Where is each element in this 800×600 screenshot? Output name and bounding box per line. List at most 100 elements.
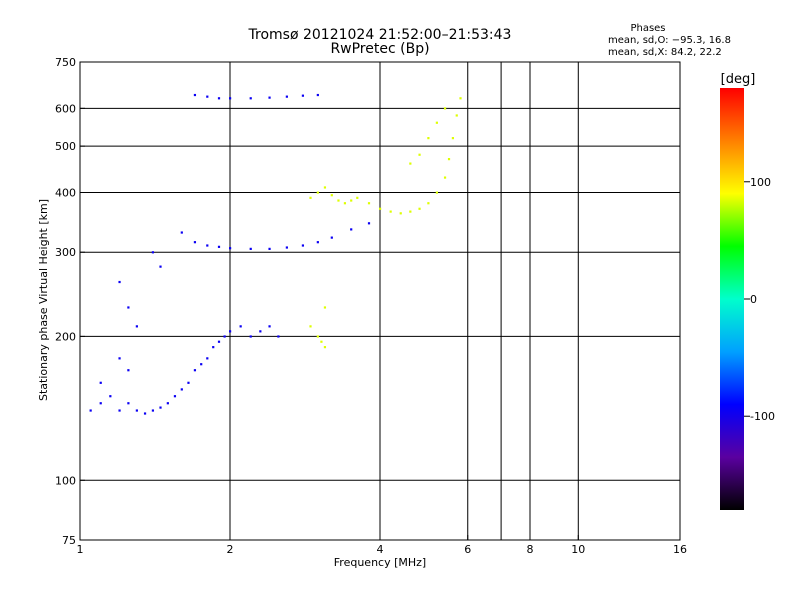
o-mode-point xyxy=(229,247,232,250)
colorbar: [deg] 100 0 -100 xyxy=(720,72,775,510)
o-mode-point xyxy=(135,409,138,412)
x-mode-point xyxy=(418,207,421,210)
x-mode-point xyxy=(418,153,421,156)
o-mode-point xyxy=(200,363,203,366)
x-mode-point xyxy=(343,202,347,205)
o-mode-point xyxy=(151,409,155,412)
o-mode-point xyxy=(268,325,271,328)
x-mode-point xyxy=(389,210,392,213)
x-mode-point xyxy=(451,137,455,140)
o-mode-point xyxy=(187,381,190,384)
o-mode-point xyxy=(212,346,215,349)
o-mode-point xyxy=(173,395,177,398)
x-mode-point xyxy=(399,212,402,215)
o-mode-point xyxy=(151,251,155,254)
y-tick-label: 200 xyxy=(55,330,76,343)
x-mode-point xyxy=(427,202,430,205)
o-mode-point xyxy=(193,369,197,372)
y-axis-label: Stationary phase Virtual Height [km] xyxy=(37,199,50,401)
x-mode-point xyxy=(447,158,451,161)
o-mode-point xyxy=(193,93,197,97)
o-mode-point xyxy=(316,241,319,244)
o-mode-point xyxy=(135,325,138,328)
phase-stats-title: Phases xyxy=(630,23,665,34)
y-tick-label: 100 xyxy=(55,474,76,487)
x-tick-labels: 1 2 4 6 8 10 16 xyxy=(77,535,687,556)
x-mode-point xyxy=(323,186,327,189)
chart-title: Tromsø 20121024 21:52:00–21:53:43 xyxy=(248,27,512,43)
o-mode-point xyxy=(118,280,121,284)
x-tick-label: 1 xyxy=(77,543,84,556)
x-mode-point xyxy=(435,121,438,124)
o-mode-point xyxy=(249,97,252,100)
x-tick-label: 8 xyxy=(527,543,534,556)
o-mode-point xyxy=(217,340,221,343)
o-mode-point xyxy=(229,97,232,100)
o-mode-point xyxy=(249,335,252,338)
chart-subtitle: RwPretec (Bp) xyxy=(330,41,429,57)
phase-stats-x: mean, sd,X: 84.2, 22.2 xyxy=(608,47,722,58)
o-mode-point xyxy=(330,236,333,239)
vertical-gridlines xyxy=(229,62,579,540)
y-tick-labels: 75 100 200 300 400 500 600 750 xyxy=(55,56,85,547)
x-tick-label: 2 xyxy=(227,543,234,556)
o-mode-point xyxy=(143,412,147,415)
o-mode-point xyxy=(217,245,221,248)
y-tick-label: 300 xyxy=(55,246,76,259)
x-mode-point xyxy=(330,194,333,197)
o-mode-point xyxy=(180,388,183,391)
x-tick-label: 10 xyxy=(571,543,585,556)
phase-stats-o: mean, sd,O: −95.3, 16.8 xyxy=(608,35,731,46)
o-mode-point xyxy=(127,402,130,405)
x-mode-point xyxy=(316,335,319,338)
o-mode-point xyxy=(229,330,232,333)
o-mode-point xyxy=(316,93,319,97)
o-mode-point xyxy=(109,395,112,398)
o-mode-point xyxy=(249,247,252,250)
o-mode-point xyxy=(217,97,221,100)
x-mode-point xyxy=(443,107,447,110)
y-tick-label: 400 xyxy=(55,186,76,199)
x-mode-point xyxy=(427,137,430,140)
o-mode-point xyxy=(99,381,102,384)
x-mode-point xyxy=(435,191,438,194)
o-mode-point xyxy=(193,241,197,244)
x-mode-point xyxy=(309,196,312,199)
o-mode-point xyxy=(180,231,183,234)
x-mode-point xyxy=(320,340,323,343)
x-mode-point xyxy=(350,199,353,202)
scatter-points xyxy=(89,93,462,415)
o-mode-point xyxy=(268,247,271,250)
x-tick-label: 4 xyxy=(377,543,384,556)
o-mode-point xyxy=(127,369,130,372)
x-tick-label: 16 xyxy=(673,543,687,556)
o-mode-point xyxy=(301,244,305,247)
x-mode-point xyxy=(379,207,382,210)
o-mode-point xyxy=(118,409,121,412)
o-mode-point xyxy=(285,246,288,249)
o-mode-point xyxy=(159,265,162,268)
o-mode-point xyxy=(166,402,169,405)
x-mode-point xyxy=(323,306,327,309)
colorbar-label: [deg] xyxy=(721,72,756,87)
y-tick-label: 500 xyxy=(55,140,76,153)
x-mode-point xyxy=(316,191,319,194)
plot-area: 1 2 4 6 8 10 16 75 100 200 300 400 500 600 750 xyxy=(55,56,687,556)
y-tick-label: 600 xyxy=(55,102,76,115)
colorbar-tick-label: -100 xyxy=(750,410,775,423)
x-mode-point xyxy=(309,325,312,328)
o-mode-point xyxy=(259,330,262,333)
x-mode-point xyxy=(409,210,412,213)
o-mode-point xyxy=(99,402,102,405)
o-mode-point xyxy=(367,222,371,225)
y-tick-label: 75 xyxy=(62,534,76,547)
o-mode-point xyxy=(127,306,130,309)
o-mode-point xyxy=(223,335,226,338)
colorbar-gradient xyxy=(720,88,744,510)
colorbar-tick-label: 0 xyxy=(750,293,757,306)
o-mode-point xyxy=(285,95,288,98)
x-axis-label: Frequency [MHz] xyxy=(334,556,426,569)
x-mode-point xyxy=(323,346,327,349)
horizontal-gridlines xyxy=(80,107,680,481)
